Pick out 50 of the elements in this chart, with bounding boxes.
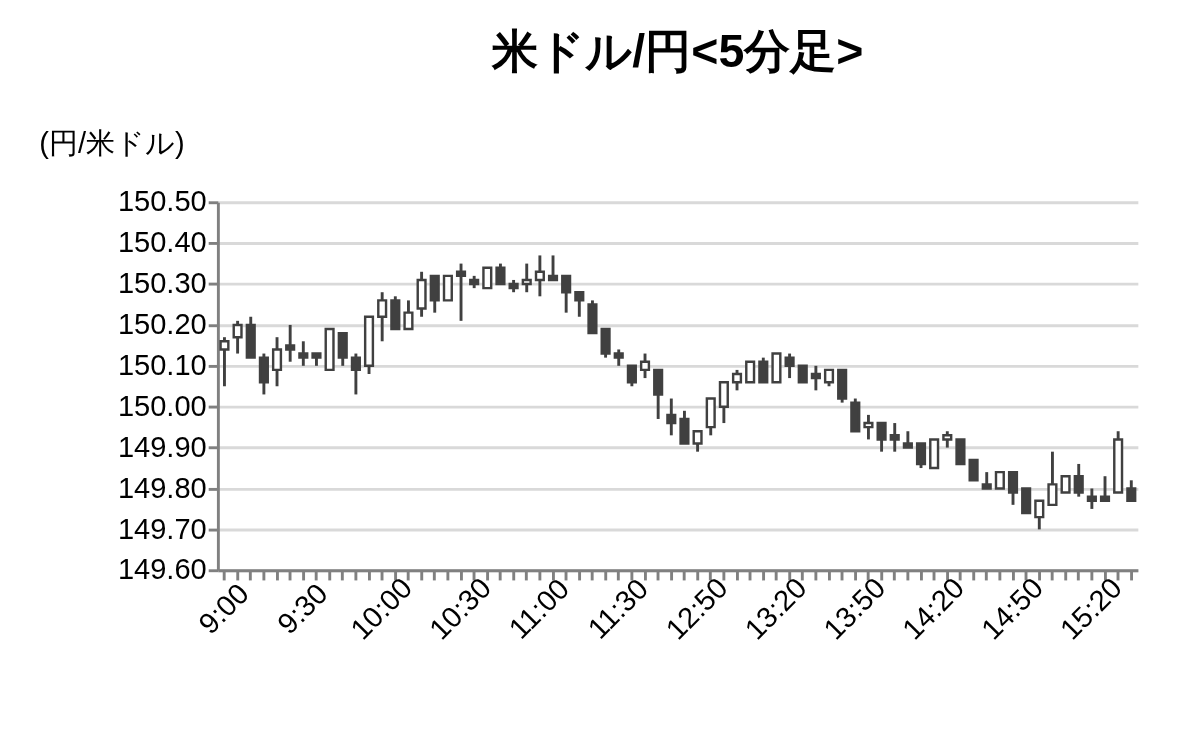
chart-title: 米ドル/円<5分足>	[491, 24, 864, 77]
candlestick	[403, 298, 414, 331]
candlestick	[350, 352, 361, 396]
candlestick	[666, 397, 677, 437]
candlestick	[521, 262, 532, 294]
candlestick	[574, 290, 585, 319]
candlestick	[863, 413, 874, 441]
candlestick	[1073, 462, 1084, 499]
y-tick-label: 150.40	[117, 226, 207, 259]
candlestick	[889, 421, 900, 454]
candlestick	[784, 352, 795, 380]
x-tick-label: 9:30	[271, 577, 334, 640]
candlestick	[876, 421, 887, 454]
y-axis-title: (円/米ドル)	[39, 127, 185, 160]
candlestick	[639, 352, 651, 380]
candlestick	[758, 356, 769, 384]
y-tick-label: 150.10	[117, 349, 207, 382]
candlestick	[547, 253, 559, 282]
candlestick	[810, 364, 821, 392]
y-tick-label: 150.50	[117, 185, 207, 218]
candlestick	[915, 442, 927, 470]
y-tick-label: 149.90	[117, 430, 207, 463]
candlestick	[534, 253, 545, 298]
y-tick-label: 150.00	[117, 389, 207, 422]
candlestick	[1086, 487, 1097, 511]
candlestick	[495, 262, 506, 286]
candlestick	[298, 339, 309, 368]
candlestick	[1007, 470, 1019, 507]
candlestick	[968, 458, 979, 482]
candlestick	[1047, 450, 1058, 507]
candlestick	[1034, 499, 1045, 531]
candlestick	[731, 368, 743, 392]
candlestick	[219, 335, 230, 388]
candlestick	[1126, 478, 1137, 503]
candlestick	[692, 429, 703, 454]
y-tick-label: 150.30	[117, 267, 207, 300]
candlestick	[232, 319, 243, 356]
candlestick	[285, 323, 296, 364]
candlestick	[482, 266, 493, 290]
y-tick-label: 149.70	[117, 512, 207, 545]
candlestick	[1099, 474, 1111, 503]
y-tick-label: 149.60	[117, 553, 207, 586]
y-tick-label: 149.80	[117, 471, 207, 504]
candlestick	[561, 274, 572, 315]
candlestick	[626, 364, 637, 388]
candlestick	[745, 360, 756, 384]
candlestick	[377, 290, 388, 343]
candlestick	[455, 262, 467, 323]
candlestick	[271, 335, 283, 388]
y-tick-label: 150.20	[117, 308, 207, 341]
